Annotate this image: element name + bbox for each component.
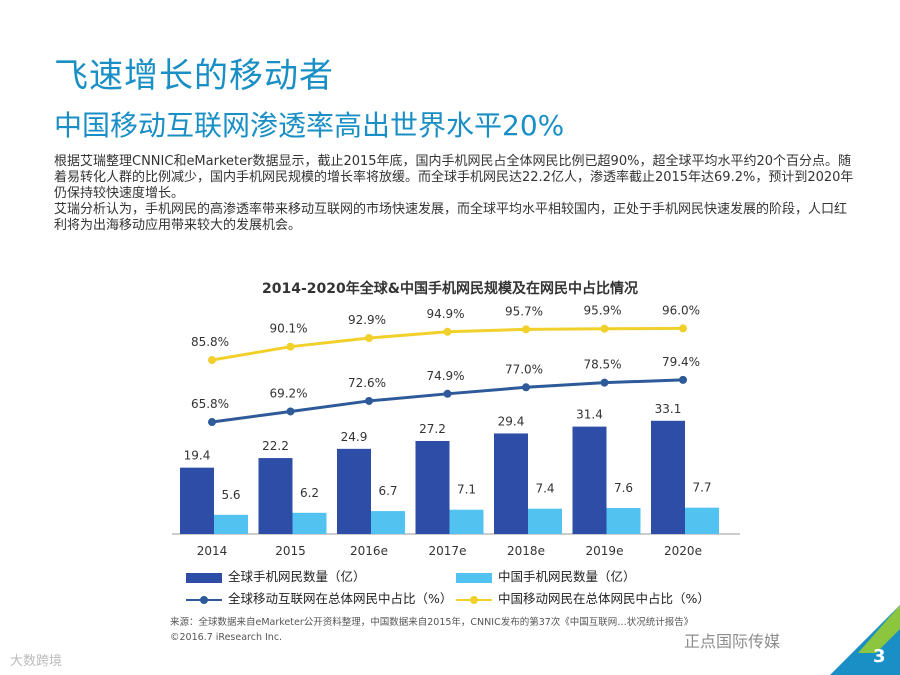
line-point-china (443, 327, 452, 336)
source-note: 来源：全球数据来自eMarketer公开资料整理，中国数据来自2015年，CNN… (170, 617, 694, 628)
copyright: ©2016.7 iResearch Inc. (170, 632, 283, 643)
bar-label-global: 29.4 (498, 414, 525, 428)
x-tick-label: 2016e (350, 544, 388, 558)
legend-label: 全球移动互联网在总体网民中占比（%） (228, 591, 453, 606)
bar-label-china: 5.6 (221, 488, 240, 502)
line-point-global (600, 378, 609, 387)
line-label-china: 96.0% (662, 303, 700, 317)
x-tick-label: 2019e (586, 544, 624, 558)
bar-global (258, 458, 293, 534)
bar-china (606, 508, 641, 534)
line-label-global: 69.2% (269, 386, 307, 400)
line-point-china (600, 324, 609, 333)
legend-label: 中国手机网民数量（亿） (498, 569, 636, 584)
line-label-global: 65.8% (191, 397, 229, 411)
bar-label-global: 24.9 (341, 430, 368, 444)
bar-label-china: 6.2 (300, 486, 319, 500)
legend-label: 中国移动网民在总体网民中占比（%） (498, 591, 710, 606)
line-point-global (679, 375, 687, 384)
bar-global (415, 440, 450, 534)
line-point-china (522, 325, 530, 334)
page-number: 3 (873, 646, 886, 667)
line-label-china: 95.7% (505, 304, 543, 318)
bar-label-global: 19.4 (184, 449, 211, 463)
body-paragraph: 艾瑞分析认为，手机网民的高渗透率带来移动互联网的市场快速发展，而全球平均水平相较… (54, 202, 848, 233)
legend-label: 全球手机网民数量（亿） (228, 569, 366, 584)
bar-china (449, 509, 484, 534)
bar-global (337, 448, 371, 534)
corner-triangle-green (858, 605, 900, 653)
line-point-global (365, 396, 373, 405)
legend-swatch (186, 572, 222, 583)
line-label-global: 78.5% (583, 358, 621, 372)
bar-label-china: 7.7 (692, 481, 711, 495)
body-paragraph: 根据艾瑞整理CNNIC和eMarketer数据显示，截止2015年底，国内手机网… (54, 154, 854, 201)
line-label-china: 90.1% (269, 322, 307, 336)
x-tick-label: 2020e (664, 544, 702, 558)
bar-label-global: 31.4 (576, 408, 603, 422)
x-tick-label: 2015 (275, 544, 306, 558)
corner-triangle-blue (830, 605, 900, 675)
legend-item-global-bar: 全球手机网民数量（亿） (186, 566, 366, 585)
watermark-logo-left: 大数跨境 (10, 654, 63, 669)
x-tick-label: 2014 (197, 544, 228, 558)
bar-global (494, 433, 528, 534)
corner-decoration (830, 605, 900, 675)
line-label-global: 74.9% (426, 369, 464, 383)
bar-global (572, 426, 607, 534)
bar-china (371, 511, 405, 534)
legend-item-global-line: 全球移动互联网在总体网民中占比（%） (186, 588, 452, 607)
line-label-global: 77.0% (505, 362, 543, 376)
line-point-global (522, 383, 530, 392)
x-tick-label: 2018e (507, 544, 545, 558)
bar-china (685, 507, 719, 534)
body-text: 根据艾瑞整理CNNIC和eMarketer数据显示，截止2015年底，国内手机网… (54, 154, 854, 234)
legend-swatch (186, 595, 222, 605)
chart-title: 2014-2020年全球&中国手机网民规模及在网民中占比情况 (262, 281, 638, 297)
page-subtitle: 中国移动互联网渗透率高出世界水平20% (54, 109, 565, 142)
bar-china (214, 514, 248, 534)
line-point-china (208, 356, 216, 365)
legend-item-china-bar: 中国手机网民数量（亿） (456, 566, 636, 585)
line-point-china (365, 334, 373, 343)
bar-label-global: 27.2 (419, 422, 446, 436)
bar-label-china: 7.1 (457, 483, 476, 497)
line-point-global (443, 389, 452, 398)
line-label-china: 85.8% (191, 335, 229, 349)
bar-global (651, 420, 685, 534)
line-label-china: 94.9% (426, 307, 464, 321)
bar-label-china: 7.6 (614, 481, 633, 495)
line-label-china: 95.9% (583, 304, 621, 318)
line-label-china: 92.9% (348, 313, 386, 327)
line-point-china (286, 342, 295, 351)
bar-china (292, 512, 327, 534)
legend-item-china-line: 中国移动网民在总体网民中占比（%） (456, 588, 710, 607)
line-point-global (286, 407, 295, 416)
page-title: 飞速增长的移动者 (54, 56, 334, 96)
bar-label-global: 22.2 (262, 439, 289, 453)
line-label-global: 72.6% (348, 376, 386, 390)
bar-china (528, 508, 562, 534)
bar-label-china: 7.4 (535, 482, 554, 496)
line-label-global: 79.4% (662, 355, 700, 369)
bar-label-china: 6.7 (378, 484, 397, 498)
legend-swatch (456, 595, 492, 605)
legend-swatch (456, 572, 492, 583)
line-point-china (679, 324, 687, 333)
line-point-global (208, 418, 216, 427)
bar-global (180, 467, 214, 534)
watermark-right: 正点国际传媒 (684, 632, 781, 651)
x-tick-label: 2017e (429, 544, 467, 558)
bar-label-global: 33.1 (655, 402, 682, 416)
